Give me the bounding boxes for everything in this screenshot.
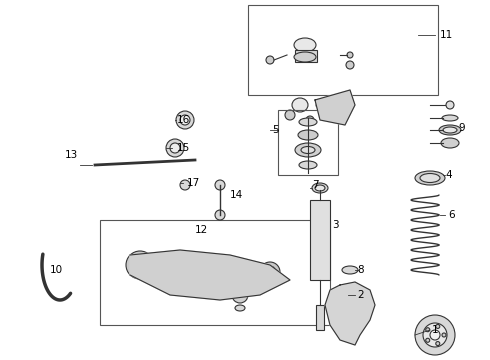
- Ellipse shape: [441, 138, 459, 148]
- Polygon shape: [325, 282, 375, 345]
- Text: 2: 2: [357, 290, 364, 300]
- Circle shape: [415, 315, 455, 355]
- Text: 1: 1: [432, 325, 439, 335]
- Ellipse shape: [439, 125, 461, 135]
- Text: 8: 8: [357, 265, 364, 275]
- Circle shape: [436, 324, 440, 328]
- Bar: [278, 110, 338, 175]
- Circle shape: [264, 266, 276, 278]
- Circle shape: [423, 323, 447, 347]
- Circle shape: [126, 251, 154, 279]
- Circle shape: [347, 52, 353, 58]
- Bar: [310, 200, 330, 280]
- Text: 14: 14: [230, 190, 243, 200]
- Ellipse shape: [294, 38, 316, 52]
- Circle shape: [285, 110, 295, 120]
- Text: 3: 3: [332, 220, 339, 230]
- Text: 12: 12: [195, 225, 208, 235]
- Circle shape: [260, 262, 280, 282]
- Polygon shape: [130, 250, 290, 300]
- Bar: [248, 5, 438, 95]
- Circle shape: [430, 330, 440, 340]
- Ellipse shape: [316, 100, 334, 110]
- Polygon shape: [315, 90, 355, 125]
- Text: 11: 11: [440, 30, 453, 40]
- Ellipse shape: [298, 130, 318, 140]
- Ellipse shape: [443, 127, 457, 133]
- Text: 5: 5: [272, 125, 279, 135]
- Ellipse shape: [235, 305, 245, 311]
- Circle shape: [166, 139, 184, 157]
- Ellipse shape: [415, 171, 445, 185]
- Circle shape: [426, 328, 430, 332]
- Circle shape: [436, 342, 440, 346]
- Circle shape: [180, 115, 190, 125]
- Text: 16: 16: [177, 115, 190, 125]
- Circle shape: [346, 61, 354, 69]
- Circle shape: [215, 180, 225, 190]
- Bar: [295, 50, 317, 62]
- Ellipse shape: [315, 185, 325, 191]
- Circle shape: [446, 101, 454, 109]
- Circle shape: [306, 116, 314, 124]
- Circle shape: [215, 210, 225, 220]
- Ellipse shape: [442, 115, 458, 121]
- Text: 4: 4: [445, 170, 452, 180]
- Text: 9: 9: [458, 123, 465, 133]
- Text: 10: 10: [50, 265, 63, 275]
- Text: 13: 13: [65, 150, 78, 160]
- Circle shape: [426, 338, 430, 342]
- Ellipse shape: [299, 118, 317, 126]
- Circle shape: [180, 180, 190, 190]
- Text: 17: 17: [187, 178, 200, 188]
- Circle shape: [232, 287, 248, 303]
- Circle shape: [442, 333, 446, 337]
- Text: 15: 15: [177, 143, 190, 153]
- Bar: [316, 305, 324, 330]
- Circle shape: [176, 111, 194, 129]
- Ellipse shape: [292, 98, 308, 112]
- Text: 6: 6: [448, 210, 455, 220]
- Ellipse shape: [342, 266, 358, 274]
- Text: 7: 7: [312, 180, 318, 190]
- Ellipse shape: [312, 183, 328, 193]
- Ellipse shape: [295, 143, 321, 157]
- Circle shape: [132, 257, 148, 273]
- Circle shape: [266, 56, 274, 64]
- Bar: [100, 220, 330, 325]
- Ellipse shape: [420, 174, 440, 183]
- Ellipse shape: [301, 147, 315, 153]
- Ellipse shape: [299, 161, 317, 169]
- Ellipse shape: [294, 52, 316, 62]
- Circle shape: [170, 143, 180, 153]
